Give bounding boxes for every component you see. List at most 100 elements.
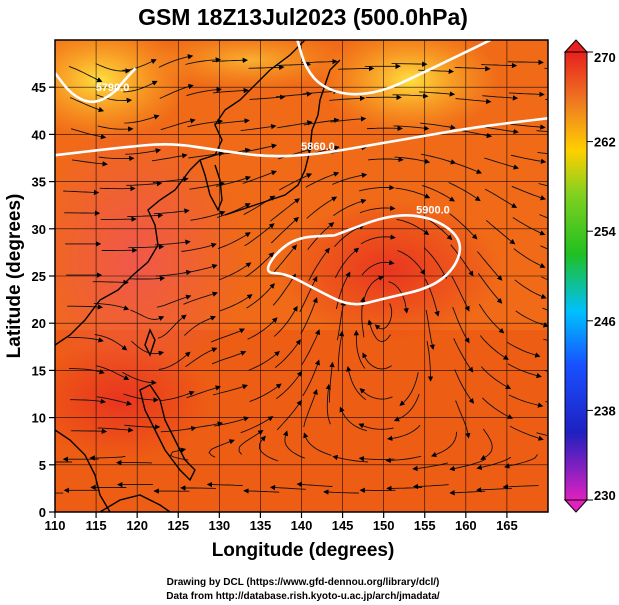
streamline bbox=[448, 182, 481, 202]
streamline bbox=[98, 155, 135, 162]
streamline bbox=[157, 314, 187, 339]
streamline bbox=[334, 247, 360, 279]
streamline bbox=[154, 239, 191, 246]
streamline bbox=[208, 439, 235, 458]
contour-label-5860.0: 5860.0 bbox=[301, 141, 335, 153]
streamline bbox=[476, 456, 512, 470]
streamline bbox=[360, 296, 366, 338]
streamline bbox=[206, 481, 243, 488]
y-axis-ticks: 0 5 10 15 20 25 30 35 40 45 bbox=[32, 80, 55, 520]
streamline bbox=[182, 264, 218, 274]
streamline bbox=[158, 54, 194, 68]
x-tick-label-165: 165 bbox=[496, 518, 518, 533]
credit-drawing: Drawing by DCL (https://www.gfd-dennou.o… bbox=[167, 577, 440, 588]
streamline bbox=[189, 181, 225, 190]
streamline bbox=[123, 80, 158, 93]
streamline bbox=[514, 279, 547, 299]
streamline bbox=[329, 95, 366, 102]
streamline bbox=[388, 281, 409, 314]
streamline bbox=[275, 370, 303, 400]
streamline bbox=[185, 57, 222, 65]
streamline bbox=[129, 275, 166, 282]
streamline bbox=[93, 302, 130, 311]
y-tick-label-10: 10 bbox=[32, 411, 46, 426]
streamline bbox=[184, 315, 217, 336]
streamline bbox=[303, 389, 318, 428]
streamline bbox=[71, 428, 108, 434]
streamline bbox=[508, 91, 545, 98]
streamline bbox=[271, 244, 298, 275]
streamline bbox=[477, 272, 503, 304]
streamline bbox=[454, 369, 474, 404]
streamline bbox=[339, 406, 368, 432]
warm-region-high bbox=[280, 200, 500, 340]
streamline bbox=[396, 218, 430, 236]
streamline bbox=[485, 219, 516, 245]
streamline bbox=[509, 123, 546, 130]
streamline bbox=[130, 309, 165, 321]
streamline bbox=[249, 94, 286, 100]
x-axis-label: Longitude (degrees) bbox=[212, 540, 395, 561]
contour-line-5790.0 bbox=[55, 67, 137, 104]
streamline bbox=[180, 485, 217, 491]
x-tick-label-115: 115 bbox=[86, 518, 107, 533]
streamline bbox=[301, 329, 321, 365]
streamline bbox=[539, 214, 548, 219]
streamline bbox=[69, 368, 105, 375]
colorbar-label-254: 254 bbox=[594, 224, 616, 239]
streamline bbox=[455, 98, 492, 105]
streamline bbox=[277, 120, 313, 129]
streamline bbox=[302, 359, 320, 397]
streamline bbox=[507, 59, 544, 66]
streamline bbox=[483, 126, 519, 135]
streamline bbox=[481, 397, 514, 419]
streamline bbox=[63, 189, 100, 196]
colorbar-label-230: 230 bbox=[594, 488, 616, 503]
y-tick-label-20: 20 bbox=[32, 316, 46, 331]
streamline bbox=[245, 252, 275, 278]
streamline bbox=[94, 334, 128, 351]
streamline bbox=[303, 117, 340, 126]
streamline bbox=[185, 347, 218, 367]
streamline bbox=[301, 58, 338, 65]
contour-line-unlabeled bbox=[296, 40, 492, 96]
streamline bbox=[425, 309, 435, 351]
colorbar-scale bbox=[564, 51, 588, 501]
streamline bbox=[359, 388, 393, 400]
streamline bbox=[332, 454, 368, 463]
streamline bbox=[358, 423, 394, 430]
streamline bbox=[305, 171, 340, 188]
streamline bbox=[536, 130, 548, 133]
coastline-philippines bbox=[139, 384, 196, 482]
streamline bbox=[272, 273, 296, 306]
coastline-asia-mainland bbox=[55, 40, 306, 346]
streamline bbox=[123, 393, 159, 403]
streamline bbox=[276, 399, 302, 431]
streamline bbox=[151, 153, 188, 162]
streamline bbox=[374, 303, 393, 330]
streamline bbox=[393, 125, 430, 131]
streamline bbox=[130, 340, 165, 356]
x-tick-label-120: 120 bbox=[126, 518, 148, 533]
streamline bbox=[508, 394, 544, 408]
streamline bbox=[95, 365, 130, 380]
streamline bbox=[70, 128, 107, 140]
x-tick-label-160: 160 bbox=[455, 518, 477, 533]
streamline bbox=[128, 244, 165, 250]
streamline bbox=[481, 62, 518, 69]
x-tick-label-155: 155 bbox=[414, 518, 436, 533]
streamline bbox=[330, 116, 367, 123]
streamline bbox=[423, 247, 447, 280]
streamline bbox=[96, 94, 133, 104]
streamline bbox=[484, 157, 520, 170]
streamline bbox=[124, 424, 161, 430]
contour-label-5900.0: 5900.0 bbox=[416, 204, 450, 216]
coastline-korea bbox=[199, 159, 223, 212]
y-tick-label-45: 45 bbox=[32, 80, 46, 95]
streamline bbox=[394, 156, 431, 164]
chart-title: GSM 18Z13Jul2023 (500.0hPa) bbox=[138, 4, 468, 30]
colorbar-label-246: 246 bbox=[594, 314, 616, 329]
streamline bbox=[152, 176, 189, 183]
streamline bbox=[392, 93, 429, 99]
